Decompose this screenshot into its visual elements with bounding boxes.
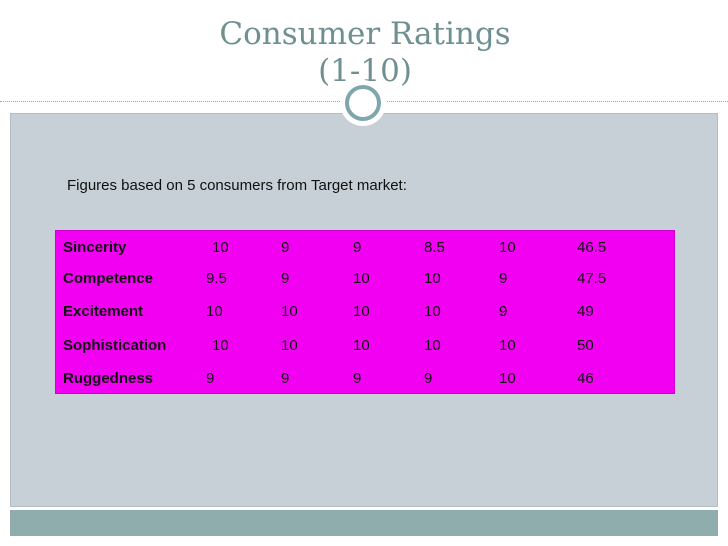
table-row: Ruggedness 9 9 9 9 10 46 (56, 362, 676, 395)
table-cell: 10 (281, 337, 298, 354)
table-cell: 8.5 (424, 239, 445, 256)
table-cell: 10 (281, 303, 298, 320)
table-cell: 10 (353, 270, 370, 287)
table-cell: 9 (353, 239, 362, 256)
table-cell: 46.5 (577, 239, 607, 256)
table-row: Sincerity 10 9 9 8.5 10 46.5 (56, 231, 676, 264)
table-cell: 9 (499, 270, 508, 287)
bottom-bar (10, 510, 718, 536)
table-cell: 9 (281, 270, 290, 287)
slide-title-line-1: Consumer Ratings (219, 16, 511, 52)
table-cell: 10 (212, 239, 229, 256)
table-cell: 49 (577, 303, 594, 320)
table-cell: 9 (499, 303, 508, 320)
table-cell: 10 (424, 303, 441, 320)
ring-icon (340, 80, 386, 126)
table-cell: 10 (499, 370, 516, 387)
table-cell: 10 (499, 337, 516, 354)
slide-title: Consumer Ratings (1-10) (150, 16, 580, 90)
row-label: Sophistication (63, 337, 167, 354)
row-label: Competence (63, 270, 154, 287)
ratings-table: Sincerity 10 9 9 8.5 10 46.5 Competence … (55, 230, 675, 394)
table-cell: 10 (212, 337, 229, 354)
table-row: Excitement 10 10 10 10 9 49 (56, 295, 676, 328)
table-row: Sophistication 10 10 10 10 10 50 (56, 329, 676, 362)
table-cell: 10 (353, 303, 370, 320)
row-label: Sincerity (63, 239, 127, 256)
table-cell: 50 (577, 337, 594, 354)
table-cell: 47.5 (577, 270, 607, 287)
table-cell: 10 (424, 270, 441, 287)
row-label: Ruggedness (63, 370, 154, 387)
table-cell: 46 (577, 370, 594, 387)
table-cell: 9 (206, 370, 215, 387)
table-cell: 10 (424, 337, 441, 354)
table-cell: 9 (424, 370, 433, 387)
table-cell: 9 (281, 370, 290, 387)
table-cell: 10 (499, 239, 516, 256)
table-cell: 9 (281, 239, 290, 256)
subtitle: Figures based on 5 consumers from Target… (67, 177, 407, 194)
table-cell: 10 (206, 303, 223, 320)
row-label: Excitement (63, 303, 144, 320)
table-cell: 10 (353, 337, 370, 354)
table-row: Competence 9.5 9 10 10 9 47.5 (56, 262, 676, 295)
table-cell: 9.5 (206, 270, 227, 287)
table-cell: 9 (353, 370, 362, 387)
